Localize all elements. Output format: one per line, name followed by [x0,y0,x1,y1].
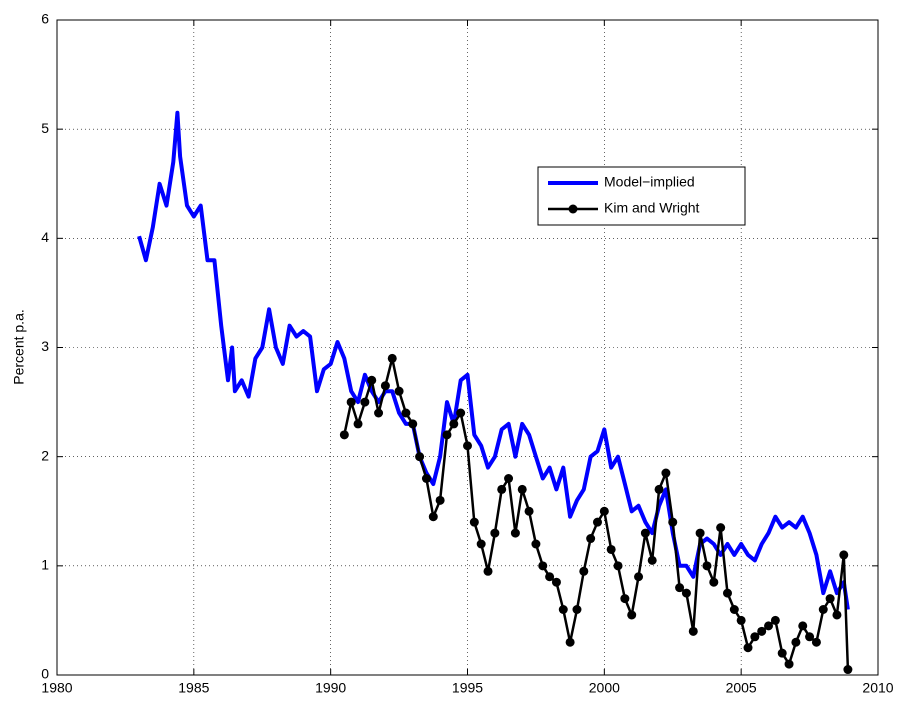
data-point [743,643,753,653]
data-point [668,517,678,527]
data-point [456,408,466,418]
data-point [449,419,459,429]
y-tick-label: 0 [41,666,49,682]
data-point [634,572,644,582]
data-point [716,523,726,533]
legend-marker [568,204,578,214]
axes-box [56,19,879,676]
data-point [825,594,835,604]
data-point [784,659,794,669]
data-point [421,474,431,483]
data-point [408,419,418,429]
y-axis-label: Percent p.a. [11,309,27,385]
data-point [627,610,637,620]
data-point [435,495,445,505]
data-point [346,397,356,407]
data-point [777,648,787,658]
x-tick-label: 1985 [178,680,209,696]
data-point [415,452,425,462]
y-tick-label: 1 [41,557,49,573]
y-tick-label: 3 [41,338,49,354]
series-line [137,110,850,610]
data-point [640,528,650,538]
data-point [805,632,815,642]
data-point [394,386,404,396]
data-point [695,528,705,538]
data-point [811,637,821,647]
data-point [579,566,589,576]
data-point [339,430,349,440]
y-tick-label: 4 [41,229,49,245]
data-point [442,430,452,440]
data-point [654,484,664,494]
x-tick-label: 2010 [862,680,893,696]
data-point [832,610,842,620]
data-point [599,506,609,516]
data-point [750,632,760,642]
y-tick-label: 5 [41,120,49,136]
data-point [538,561,548,571]
data-point [367,375,377,385]
data-point [510,528,520,538]
data-point [401,408,411,418]
x-tick-label: 2005 [726,680,757,696]
data-point [722,588,732,598]
data-point [545,572,555,582]
data-point [586,534,596,544]
data-point [524,506,534,516]
data-point [729,605,739,614]
data-point [531,539,541,549]
legend-label: Kim and Wright [604,200,700,216]
data-point [613,561,623,571]
data-point [592,517,602,527]
data-point [374,408,384,418]
data-point [387,353,397,363]
data-point [565,637,575,647]
data-point [558,605,568,614]
data-point [702,561,712,571]
data-point [463,441,472,451]
data-point [469,517,479,527]
data-point [572,605,582,614]
data-point [360,397,370,407]
data-point [428,512,438,522]
data-point [647,555,657,565]
data-point [353,419,363,429]
data-point [551,577,561,587]
x-tick-label: 1990 [315,680,346,696]
data-point [818,605,828,614]
data-point [675,583,685,593]
data-point [757,626,767,636]
data-point [490,528,500,538]
legend-box [537,166,746,226]
data-point [661,468,671,478]
data-point [380,381,390,391]
data-point [770,615,780,625]
data-point [483,566,493,576]
data-point [688,626,698,636]
data-point [839,550,849,560]
x-tick-label: 1980 [41,680,72,696]
y-tick-label: 2 [41,447,49,463]
data-point [476,539,486,549]
x-tick-label: 2000 [589,680,620,696]
data-point [736,615,746,625]
data-point [681,588,691,598]
data-point [709,577,719,587]
data-point [843,665,853,675]
y-tick-label: 6 [41,11,49,27]
x-tick-label: 1995 [452,680,483,696]
legend-label: Model−implied [604,174,695,190]
data-point [606,544,616,554]
data-point [791,637,801,647]
data-point [764,621,774,631]
data-point [798,621,808,631]
data-point [504,474,514,483]
data-point [497,484,507,494]
data-point [620,594,630,604]
data-point [517,484,527,494]
